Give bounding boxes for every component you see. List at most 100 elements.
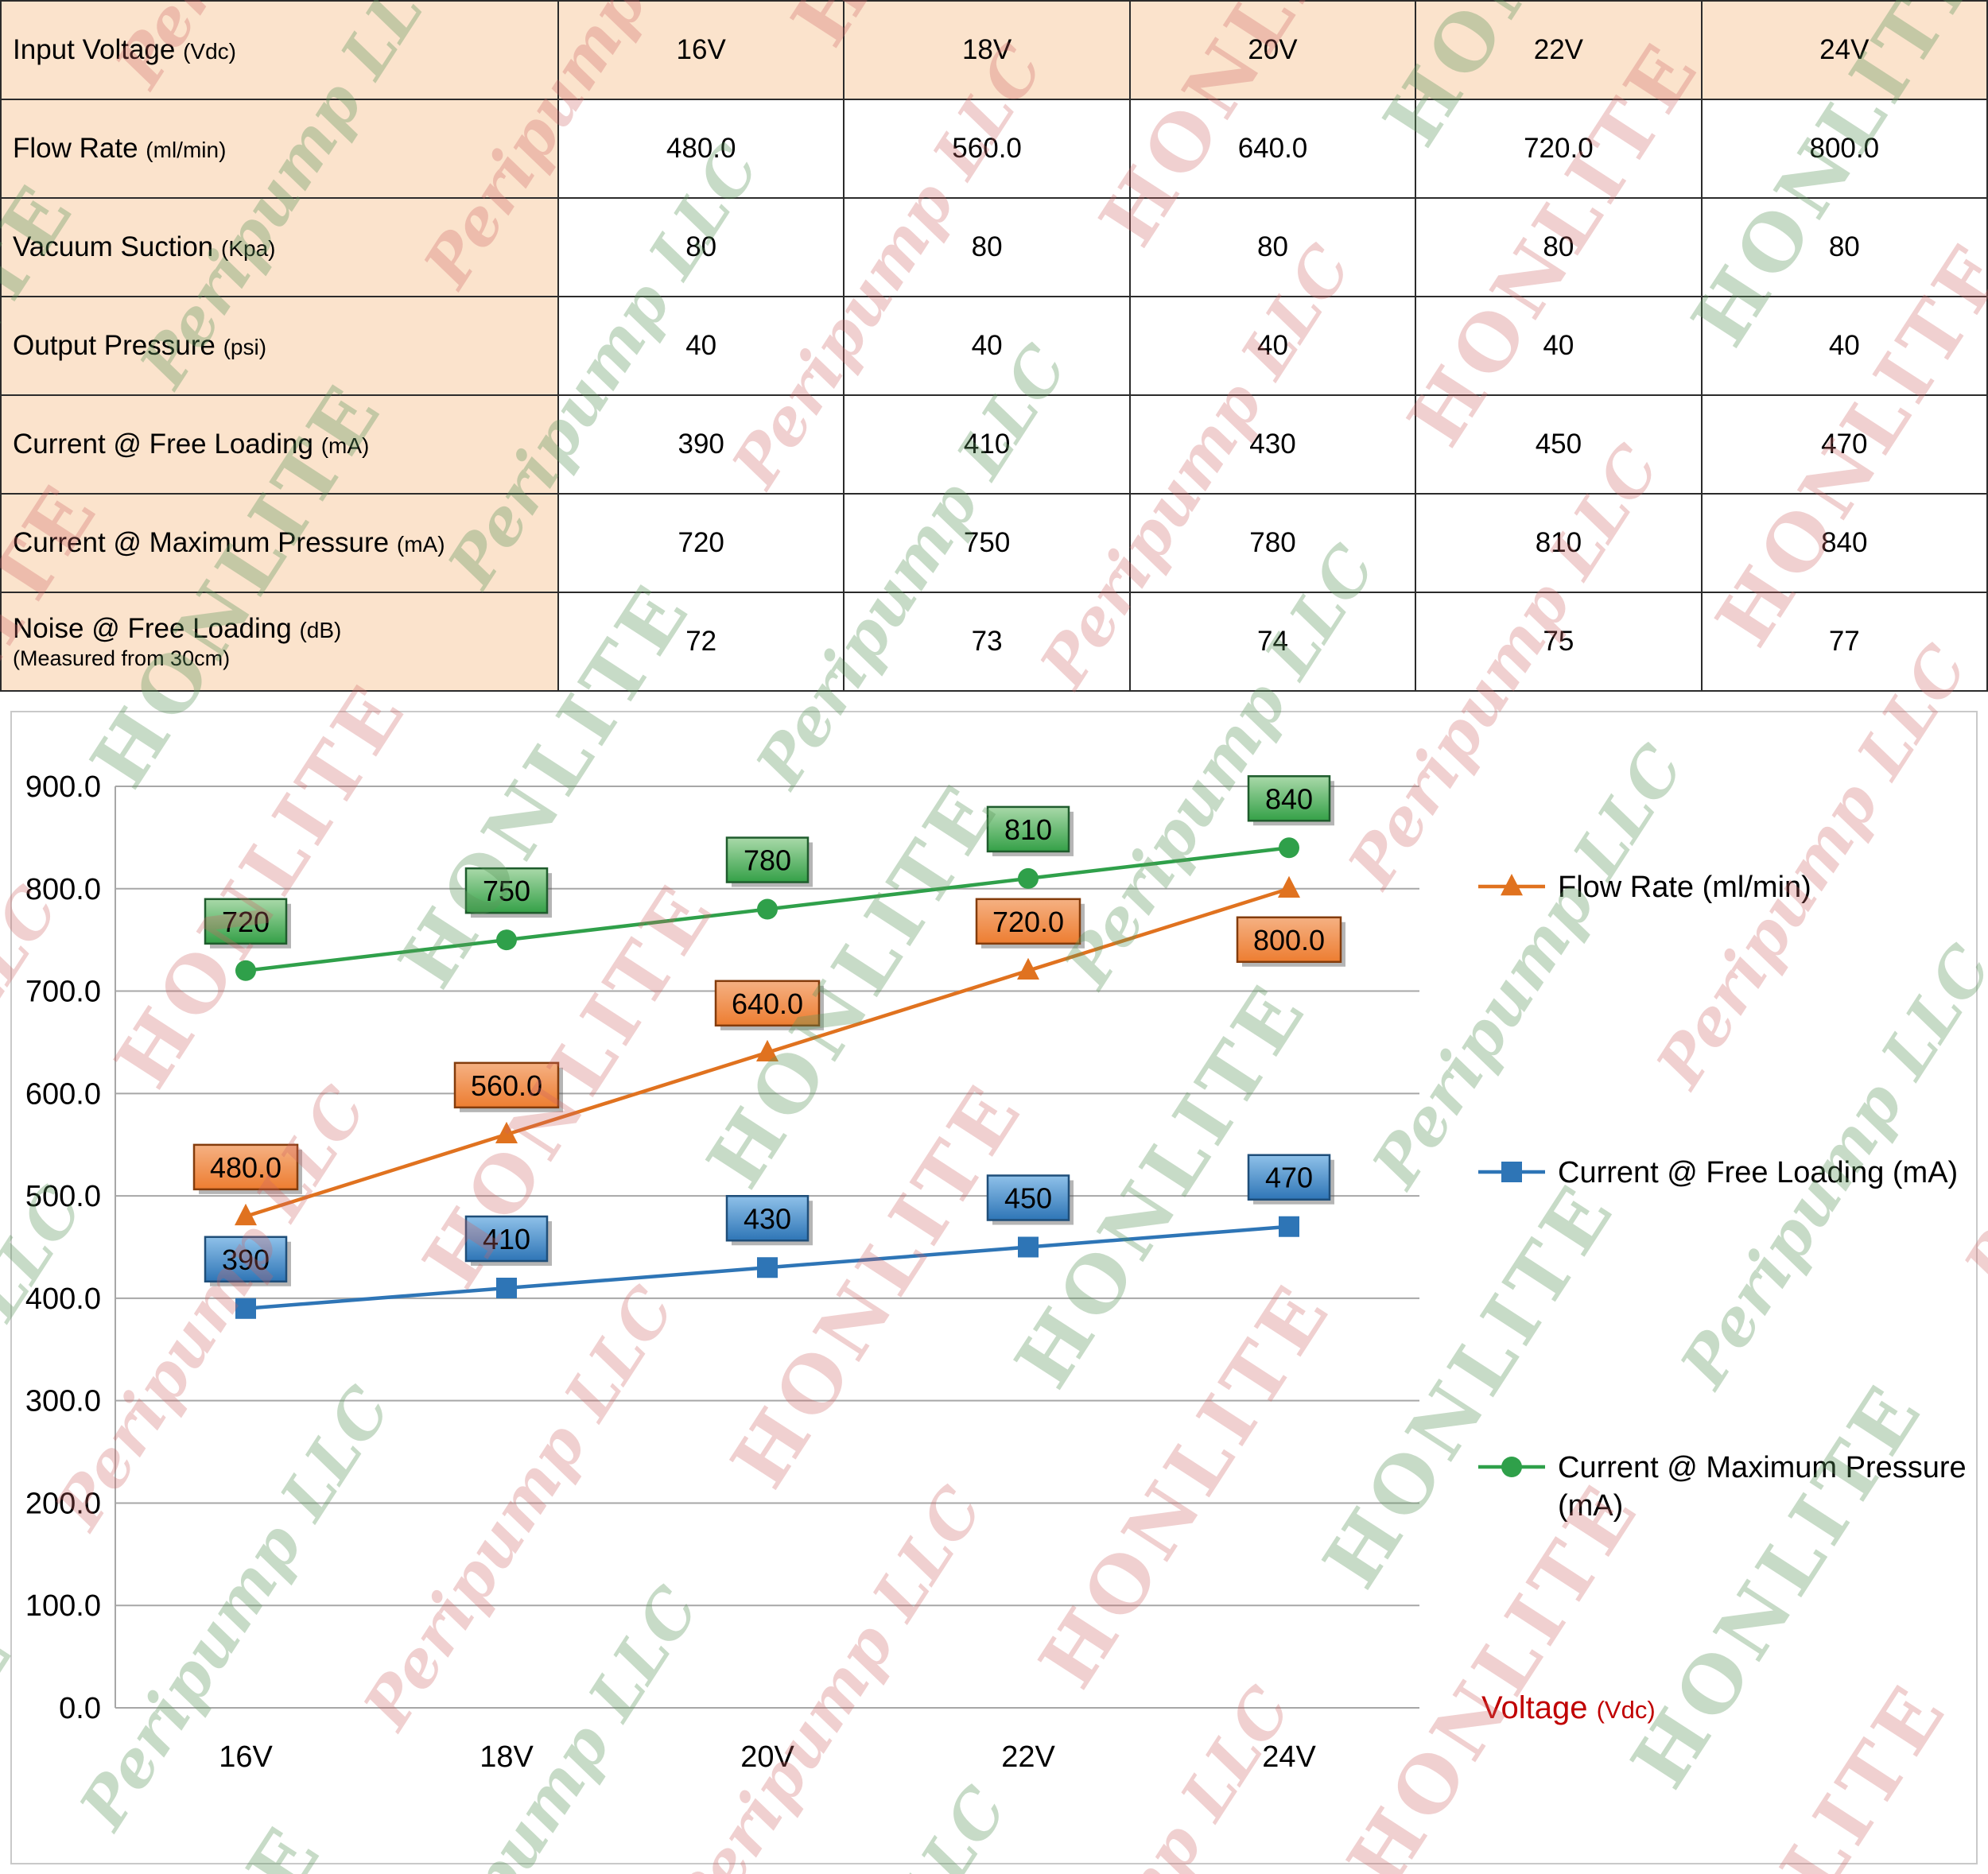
y-tick-label: 500.0 xyxy=(25,1180,101,1213)
row-label-text: Input Voltage xyxy=(13,34,176,65)
row-label-noise: Noise @ Free Loading (dB) (Measured from… xyxy=(2,593,559,692)
table-cell: 80 xyxy=(1130,199,1417,297)
table-cell: 77 xyxy=(1702,593,1988,692)
data-point-marker xyxy=(235,1298,256,1319)
table-cell: 720.0 xyxy=(1416,100,1703,199)
data-label-box xyxy=(986,1174,1070,1221)
legend-label: Flow Rate (ml/min) xyxy=(1558,871,1811,904)
row-label-text: Current @ Free Loading xyxy=(13,429,313,460)
table-cell: 74 xyxy=(1130,593,1417,692)
data-label-box xyxy=(464,1215,549,1263)
data-label-box xyxy=(464,867,549,914)
data-point-marker xyxy=(1279,837,1299,859)
x-tick-label: 16V xyxy=(219,1740,273,1774)
table-cell: 40 xyxy=(559,297,845,396)
table-cell: 22V xyxy=(1416,2,1703,100)
row-label-text: Output Pressure xyxy=(13,330,215,361)
data-point-marker xyxy=(235,1203,257,1226)
data-label-box xyxy=(986,805,1070,853)
chart-canvas: 0.0 100.0 200.0 300.0 400.0 500.0 600.0 700.0 80… xyxy=(25,770,1967,1774)
row-unit-text: (dB) xyxy=(299,617,342,642)
data-label-box xyxy=(714,980,821,1027)
data-point-marker xyxy=(757,898,778,920)
data-point-marker xyxy=(1501,874,1523,896)
table-cell: 480.0 xyxy=(559,100,845,199)
data-label: 800.0 xyxy=(1253,924,1325,956)
data-label: 390 xyxy=(222,1244,270,1276)
row-label-current-max-pressure: Current @ Maximum Pressure (mA) xyxy=(2,495,559,593)
row-unit-text: (Vdc) xyxy=(183,39,236,64)
data-label-box xyxy=(453,1061,560,1109)
data-point-marker xyxy=(757,1257,778,1278)
data-label: 430 xyxy=(744,1202,791,1235)
data-point-marker xyxy=(1017,957,1039,980)
y-tick-label: 400.0 xyxy=(25,1282,101,1316)
data-label-box xyxy=(192,1143,299,1191)
spec-table: Input Voltage (Vdc) 16V 18V 20V 22V 24V … xyxy=(0,0,1988,692)
data-point-marker xyxy=(1018,1236,1039,1258)
data-point-marker xyxy=(756,1039,779,1062)
table-cell: 24V xyxy=(1702,2,1988,100)
data-point-marker xyxy=(1018,867,1039,889)
legend-label: (mA) xyxy=(1558,1489,1623,1523)
data-point-marker xyxy=(1501,1457,1522,1477)
x-axis-title: Voltage (Vdc) xyxy=(1481,1690,1656,1725)
table-cell: 800.0 xyxy=(1702,100,1988,199)
table-cell: 810 xyxy=(1416,495,1703,593)
data-point-marker xyxy=(1278,875,1300,898)
data-label-box xyxy=(975,898,1081,945)
row-label-current-free-loading: Current @ Free Loading (mA) xyxy=(2,396,559,495)
data-label: 720.0 xyxy=(992,906,1064,938)
table-cell: 640.0 xyxy=(1130,100,1417,199)
data-label: 780 xyxy=(744,844,791,877)
y-tick-label: 900.0 xyxy=(25,770,101,804)
performance-chart: 0.0 100.0 200.0 300.0 400.0 500.0 600.0 700.0 80… xyxy=(10,711,1978,1864)
data-point-marker xyxy=(1279,1216,1299,1237)
row-label-text: Current @ Maximum Pressure xyxy=(13,527,390,558)
row-label-text: Vacuum Suction xyxy=(13,231,214,262)
data-label: 410 xyxy=(483,1223,530,1255)
row-label-flow-rate: Flow Rate (ml/min) xyxy=(2,100,559,199)
table-cell: 450 xyxy=(1416,396,1703,495)
data-label-box xyxy=(1247,1154,1331,1201)
row-unit-text: (ml/min) xyxy=(146,138,227,162)
data-label: 640.0 xyxy=(732,987,803,1020)
table-cell: 780 xyxy=(1130,495,1417,593)
table-cell: 840 xyxy=(1702,495,1988,593)
data-label-box xyxy=(725,1195,810,1242)
row-label-input-voltage: Input Voltage (Vdc) xyxy=(2,2,559,100)
row-note-text: (Measured from 30cm) xyxy=(13,646,231,670)
table-cell: 390 xyxy=(559,396,845,495)
data-label-box xyxy=(725,836,810,883)
y-tick-label: 800.0 xyxy=(25,873,101,906)
data-point-marker xyxy=(496,929,517,951)
data-label: 810 xyxy=(1004,813,1052,846)
y-tick-label: 300.0 xyxy=(25,1385,101,1418)
data-label: 450 xyxy=(1004,1182,1052,1215)
y-tick-label: 100.0 xyxy=(25,1589,101,1623)
row-label-text: Noise @ Free Loading xyxy=(13,612,292,644)
data-point-marker xyxy=(496,1278,517,1299)
row-label-output-pressure: Output Pressure (psi) xyxy=(2,297,559,396)
table-cell: 40 xyxy=(845,297,1131,396)
x-tick-label: 24V xyxy=(1262,1740,1316,1774)
data-label: 560.0 xyxy=(471,1069,542,1102)
row-label-text: Flow Rate xyxy=(13,133,138,164)
data-label: 840 xyxy=(1265,782,1313,815)
y-tick-label: 700.0 xyxy=(25,976,101,1009)
row-unit-text: (mA) xyxy=(320,433,370,458)
table-cell: 73 xyxy=(845,593,1131,692)
table-cell: 75 xyxy=(1416,593,1703,692)
table-cell: 16V xyxy=(559,2,845,100)
data-point-marker xyxy=(235,960,256,981)
data-label-box xyxy=(204,1236,288,1283)
table-cell: 750 xyxy=(845,495,1131,593)
table-cell: 430 xyxy=(1130,396,1417,495)
table-cell: 470 xyxy=(1702,396,1988,495)
table-cell: 80 xyxy=(559,199,845,297)
data-point-marker xyxy=(1501,1162,1522,1182)
table-cell: 80 xyxy=(845,199,1131,297)
x-tick-label: 22V xyxy=(1001,1740,1055,1774)
table-cell: 40 xyxy=(1416,297,1703,396)
data-label: 470 xyxy=(1265,1162,1313,1194)
